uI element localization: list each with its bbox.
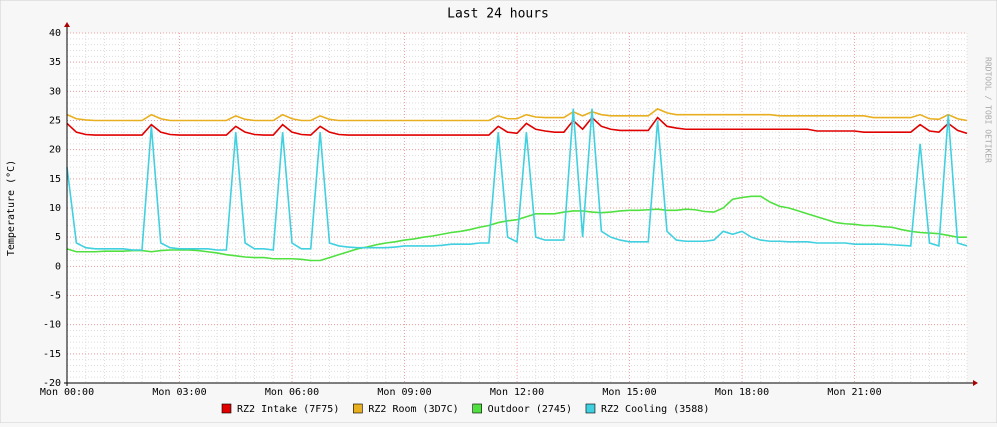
legend-swatch (221, 403, 232, 414)
y-tick-label: 40 (49, 28, 61, 39)
series-line (66, 116, 968, 136)
x-tick-label: Mon 12:00 (490, 387, 544, 398)
x-tick-label: Mon 00:00 (40, 387, 94, 398)
y-tick-label: -20 (43, 378, 61, 389)
y-tick-label: 25 (49, 116, 61, 127)
y-tick-label: 20 (49, 145, 61, 156)
x-tick-label: Mon 15:00 (602, 387, 656, 398)
x-tick-label: Mon 09:00 (377, 387, 431, 398)
legend-swatch (585, 403, 596, 414)
series-line (66, 195, 967, 262)
legend-label: Outdoor (2745) (488, 404, 572, 415)
legend-label: RZ2 Cooling (3588) (601, 404, 709, 415)
y-tick-label: 30 (49, 86, 61, 97)
x-tick-label: Mon 06:00 (265, 387, 319, 398)
y-tick-label: 15 (49, 174, 61, 185)
y-tick-label: 10 (49, 203, 61, 214)
legend-label: RZ2 Room (3D7C) (368, 404, 458, 415)
axis-arrow (64, 22, 70, 27)
x-tick-label: Mon 18:00 (715, 387, 769, 398)
legend-label: RZ2 Intake (7F75) (237, 404, 339, 415)
x-tick-label: Mon 21:00 (827, 387, 881, 398)
watermark: RRDTOOL / TOBI OETIKER (984, 57, 993, 163)
series-line (66, 108, 968, 251)
y-tick-label: -5 (49, 291, 61, 302)
y-tick-label: -10 (43, 320, 61, 331)
y-tick-label: 35 (49, 57, 61, 68)
y-tick-label: -15 (43, 349, 61, 360)
axis-arrow (973, 380, 978, 386)
y-tick-label: 0 (55, 261, 61, 272)
y-axis-label: Temperature (°C) (6, 160, 17, 256)
x-tick-label: Mon 03:00 (152, 387, 206, 398)
chart-title: Last 24 hours (447, 7, 549, 22)
y-tick-label: 5 (55, 232, 61, 243)
legend-swatch (472, 403, 482, 414)
series-line (66, 107, 968, 122)
legend-swatch (353, 403, 363, 414)
